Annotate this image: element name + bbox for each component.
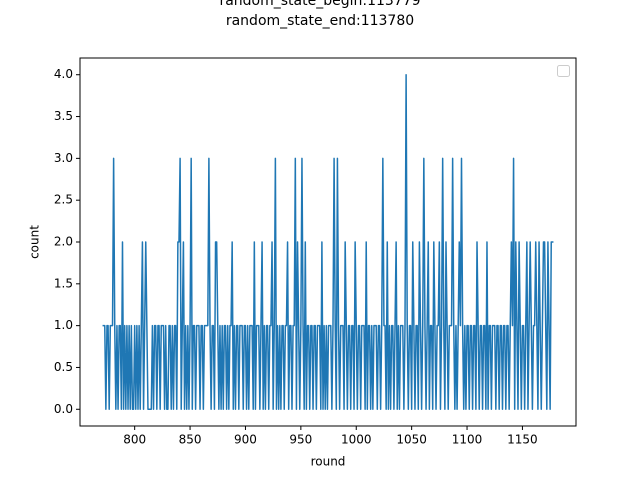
x-axis-label: round (311, 455, 346, 469)
y-tick-label: 4.0 (54, 67, 73, 81)
x-tick-label: 1000 (341, 433, 372, 447)
y-tick-label: 2.0 (54, 235, 73, 249)
y-tick-label: 1.5 (54, 276, 73, 290)
x-tick-label: 850 (179, 433, 202, 447)
y-tick-label: 3.5 (54, 109, 73, 123)
chart-title: random_state_begin:113779 (219, 0, 420, 9)
chart-title: random_state_end:113780 (226, 13, 414, 29)
y-tick-label: 0.0 (54, 402, 73, 416)
x-tick-label: 1050 (396, 433, 427, 447)
x-tick-label: 1150 (507, 433, 538, 447)
y-tick-label: 2.5 (54, 193, 73, 207)
data-line (102, 73, 554, 411)
y-tick-label: 0.5 (54, 360, 73, 374)
x-tick-label: 800 (123, 433, 146, 447)
x-tick-label: 1100 (452, 433, 483, 447)
x-tick-label: 900 (234, 433, 257, 447)
x-tick-label: 950 (289, 433, 312, 447)
y-tick-label: 1.0 (54, 318, 73, 332)
y-axis-label: count (28, 225, 42, 259)
y-tick-label: 3.0 (54, 151, 73, 165)
legend (557, 65, 570, 77)
